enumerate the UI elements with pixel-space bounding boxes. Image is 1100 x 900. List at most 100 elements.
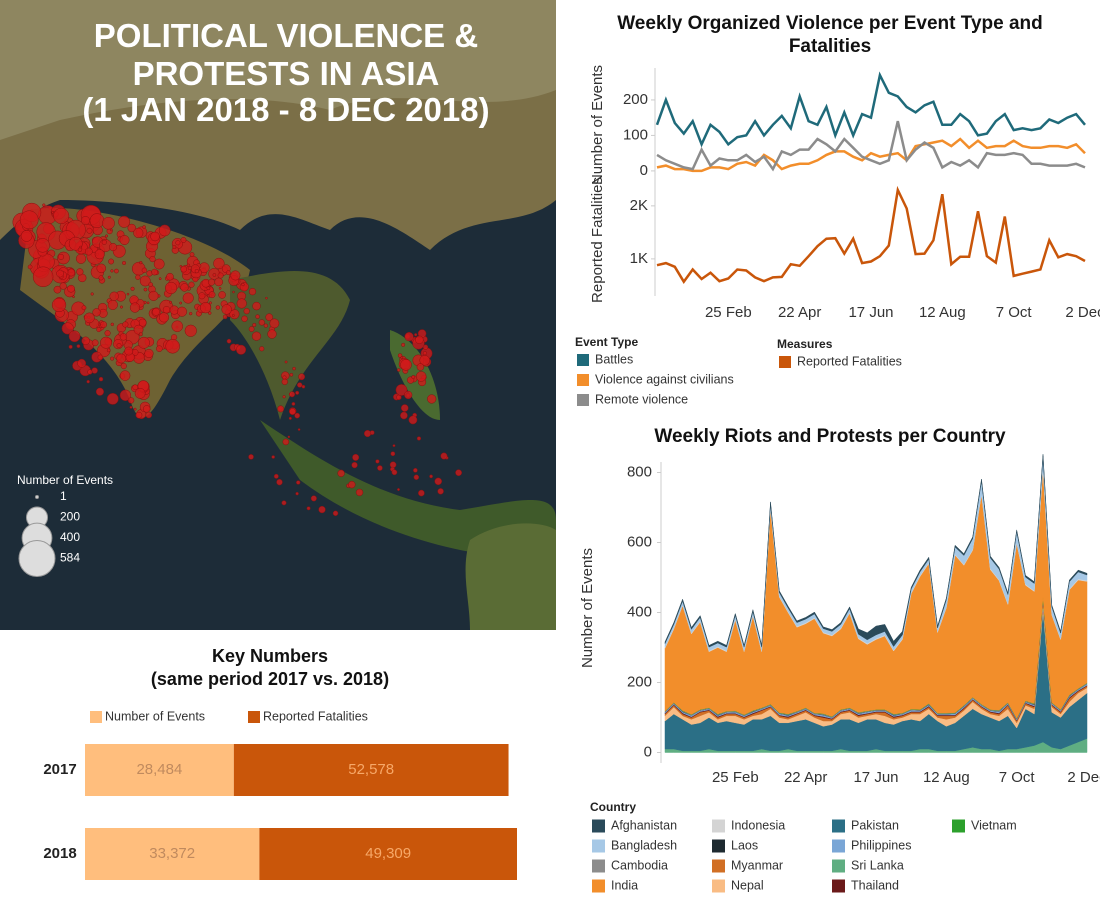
event-dot [310,495,317,502]
y2-axis-label: Reported Fatalities [589,177,606,303]
event-dot [292,366,296,371]
event-dot [53,207,70,224]
event-dot [116,343,122,349]
event-dot [415,371,427,382]
legend-label: Battles [595,352,633,366]
y-tick-label: 600 [627,533,652,550]
legend-swatch [592,819,605,833]
legend-swatch [592,859,605,873]
event-dot [96,263,107,274]
event-dot [68,236,83,251]
event-dot [282,438,290,446]
legend-swatch [577,374,589,386]
event-dot [411,375,416,379]
legend-swatch [779,356,791,368]
event-dot [94,249,105,260]
x-tick-label: 25 Feb [705,304,752,321]
size-legend-label: 200 [60,510,80,524]
event-dot [248,326,255,332]
y-tick-label: 2017 [43,761,76,778]
event-dot [119,305,123,309]
event-dot [241,282,245,287]
event-dot [146,301,150,305]
x-tick-label: 12 Aug [923,769,970,786]
event-dot [107,275,111,279]
legend-swatch [248,711,260,723]
event-dot [86,227,93,234]
legend-label: Violence against civilians [595,372,734,386]
x-tick-label: 2 Dec [1067,769,1100,786]
x-tick-label: 22 Apr [784,769,827,786]
event-dot [404,332,414,342]
event-dot [214,277,223,287]
event-dot [241,315,248,322]
event-dot [101,239,107,245]
bar-segment [85,828,260,880]
legend-label: Pakistan [851,818,899,832]
event-dot [114,268,119,274]
event-dot [377,465,383,471]
event-dot [67,284,75,293]
event-dot [267,329,277,339]
legend-label: Myanmar [731,858,783,872]
event-dot [400,359,412,371]
event-dot [51,297,67,313]
event-dot [352,453,360,461]
legend-swatch [712,859,725,873]
event-dot [84,247,93,256]
event-dot [301,384,306,389]
event-dot [107,299,118,310]
event-dot [27,264,33,270]
event-dot [186,263,191,268]
event-dot [291,402,296,406]
event-dot [218,291,226,299]
event-dot [297,428,301,431]
event-dot [281,500,287,506]
event-dot [81,336,90,346]
event-dot [89,213,105,229]
event-dot [148,282,153,287]
event-dot [158,224,171,237]
event-dot [413,468,418,473]
legend-swatch [832,859,845,873]
event-dot [281,378,288,385]
event-dot [355,488,364,497]
event-dot [180,265,188,273]
event-dot [20,230,33,242]
event-dot [135,411,143,419]
event-dot [35,238,50,253]
event-dot [284,360,288,364]
event-dot [351,461,358,469]
event-dot [363,429,372,438]
legend-label: Reported Fatalities [263,709,368,723]
event-dot [189,311,193,316]
event-dot [149,256,156,263]
event-dot [118,215,131,228]
event-dot [108,258,115,265]
event-dot [288,416,292,420]
event-dot [397,353,403,358]
event-dot [208,301,212,305]
event-dot [298,373,306,381]
event-dot [127,223,136,233]
map-title: (1 JAN 2018 - 8 DEC 2018) [82,91,490,128]
event-dot [252,301,261,311]
event-dot [400,404,409,412]
event-dot [212,273,217,277]
event-dot [126,292,130,296]
event-dot [455,469,462,477]
event-dot [258,319,265,326]
event-dot [440,452,448,460]
event-dot [75,253,87,264]
event-dot [413,474,420,480]
x-tick-label: 22 Apr [778,304,821,321]
event-dot [19,210,39,230]
event-dot [95,387,104,396]
legend-swatch [832,839,845,853]
event-dot [106,348,111,353]
legend-label: Reported Fatalities [797,354,902,368]
event-dot [133,407,137,411]
y-axis-label: Number of Events [579,548,596,668]
size-legend-mark [35,495,39,499]
